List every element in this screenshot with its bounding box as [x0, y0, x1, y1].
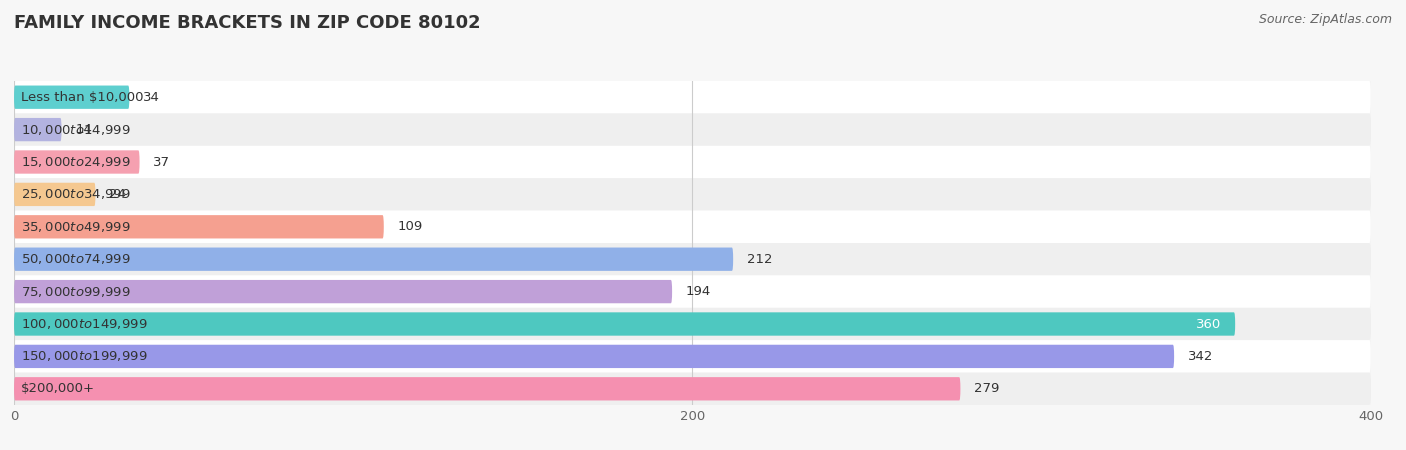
Text: 279: 279: [974, 382, 1000, 395]
Text: $75,000 to $99,999: $75,000 to $99,999: [21, 284, 131, 299]
Text: $10,000 to $14,999: $10,000 to $14,999: [21, 122, 131, 137]
FancyBboxPatch shape: [14, 312, 1234, 336]
Text: 212: 212: [747, 253, 772, 266]
FancyBboxPatch shape: [14, 248, 733, 271]
Text: $200,000+: $200,000+: [21, 382, 94, 395]
FancyBboxPatch shape: [14, 211, 1371, 243]
Text: 34: 34: [143, 91, 160, 104]
FancyBboxPatch shape: [14, 178, 1371, 211]
FancyBboxPatch shape: [14, 243, 1371, 275]
Text: $150,000 to $199,999: $150,000 to $199,999: [21, 349, 148, 364]
FancyBboxPatch shape: [14, 150, 139, 174]
FancyBboxPatch shape: [14, 86, 129, 109]
FancyBboxPatch shape: [14, 377, 960, 400]
Text: 24: 24: [110, 188, 127, 201]
FancyBboxPatch shape: [14, 118, 62, 141]
FancyBboxPatch shape: [14, 280, 672, 303]
FancyBboxPatch shape: [14, 345, 1174, 368]
Text: $25,000 to $34,999: $25,000 to $34,999: [21, 187, 131, 202]
Text: Source: ZipAtlas.com: Source: ZipAtlas.com: [1258, 14, 1392, 27]
Text: 360: 360: [1197, 318, 1222, 330]
Text: 342: 342: [1188, 350, 1213, 363]
Text: 37: 37: [153, 156, 170, 168]
Text: $50,000 to $74,999: $50,000 to $74,999: [21, 252, 131, 266]
Text: Less than $10,000: Less than $10,000: [21, 91, 143, 104]
Text: 194: 194: [686, 285, 711, 298]
Text: $100,000 to $149,999: $100,000 to $149,999: [21, 317, 148, 331]
Text: FAMILY INCOME BRACKETS IN ZIP CODE 80102: FAMILY INCOME BRACKETS IN ZIP CODE 80102: [14, 14, 481, 32]
Text: 109: 109: [398, 220, 423, 233]
Text: $15,000 to $24,999: $15,000 to $24,999: [21, 155, 131, 169]
Text: 14: 14: [75, 123, 91, 136]
FancyBboxPatch shape: [14, 275, 1371, 308]
FancyBboxPatch shape: [14, 183, 96, 206]
FancyBboxPatch shape: [14, 113, 1371, 146]
FancyBboxPatch shape: [14, 215, 384, 238]
Text: $35,000 to $49,999: $35,000 to $49,999: [21, 220, 131, 234]
FancyBboxPatch shape: [14, 81, 1371, 113]
FancyBboxPatch shape: [14, 146, 1371, 178]
FancyBboxPatch shape: [14, 373, 1371, 405]
FancyBboxPatch shape: [14, 340, 1371, 373]
FancyBboxPatch shape: [14, 308, 1371, 340]
